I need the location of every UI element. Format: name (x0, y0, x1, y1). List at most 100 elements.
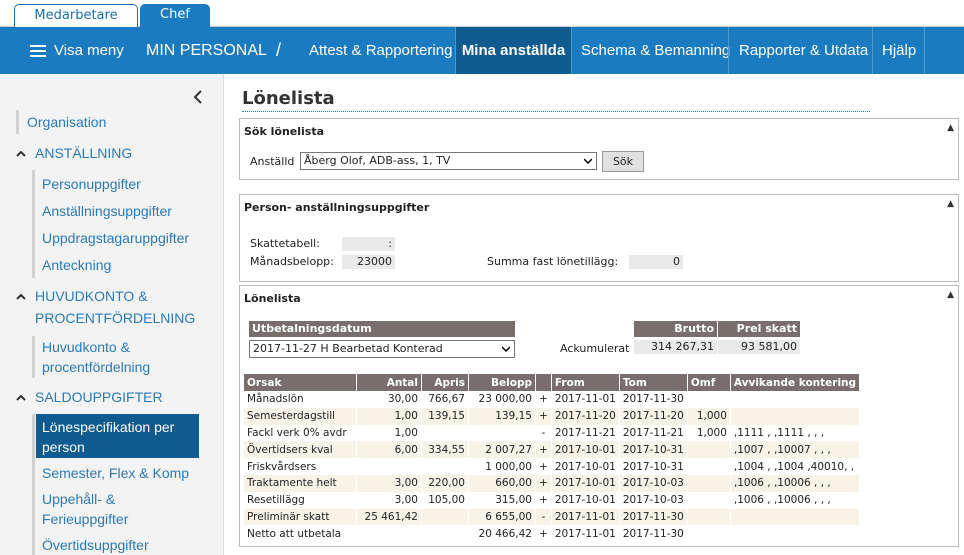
sidebar-item-anteckning[interactable]: Anteckning (42, 257, 112, 273)
table-row: Preliminär skatt 25 461,42 6 655,00-2017-1… (244, 508, 860, 526)
active-label-line2: person (42, 439, 85, 455)
sidebar-item-huvudkonto[interactable]: Huvudkonto & (42, 339, 130, 355)
utbetalningsdatum-select[interactable]: 2017-11-27 H Bearbetad Konterad (249, 340, 515, 358)
show-menu-button[interactable]: Visa meny (30, 27, 124, 74)
col-tom: Tom (619, 374, 687, 391)
col-antal: Antal (357, 374, 421, 391)
table-cell: 220,00 (422, 474, 468, 492)
nav-divider (455, 27, 456, 74)
table-cell (688, 391, 730, 408)
main-content: Lönelista Sök lönelista ▲ Anställd Åberg… (238, 74, 964, 555)
col-omf: Omf (687, 374, 730, 391)
sidebar-bar (16, 110, 19, 134)
sidebar-section-huvudkonto[interactable]: HUVUDKONTO & (16, 285, 148, 307)
manadsbelopp-value: 23000 (342, 255, 395, 269)
sidebar-item-uppehall[interactable]: Uppehåll- & (42, 491, 116, 507)
table-cell: 30,00 (387, 393, 418, 406)
sidebar-item-uppdragstagaruppgifter[interactable]: Uppdragstagaruppgifter (42, 230, 190, 246)
table-cell: 20 466,42 (478, 527, 532, 540)
table-cell: 139,15 (422, 407, 468, 425)
table-cell: 766,67 (428, 393, 465, 406)
section-title: HUVUDKONTO & (35, 288, 148, 304)
table-cell: 2017-11-30 (622, 527, 684, 540)
table-cell: Övertidsers kval (244, 441, 356, 459)
col-sign (536, 374, 551, 391)
table-cell: 2017-10-31 (622, 460, 684, 473)
table-cell: + (536, 407, 551, 425)
table-cell (422, 508, 468, 526)
prel-skatt-value: 93 581,00 (718, 340, 800, 354)
table-cell: 2017-10-31 (619, 441, 687, 459)
manadsbelopp-label: Månadsbelopp: (250, 255, 334, 268)
table-cell: 23 000,00 (478, 393, 532, 406)
sidebar-item-lonespecifikation[interactable]: Lönespecifikation per person (36, 414, 199, 458)
table-cell: Semesterdagstill (244, 407, 356, 425)
nav-hjalp[interactable]: Hjälp (882, 42, 917, 59)
sidebar-item-huvudkonto-line2[interactable]: procentfördelning (42, 359, 151, 375)
table-cell: 2017-10-01 (551, 441, 619, 459)
col-belopp: Belopp (469, 374, 535, 391)
brutto-header: Brutto (634, 321, 717, 337)
panel-header: Sök lönelista (244, 125, 325, 138)
tab-chef[interactable]: Chef (140, 4, 210, 27)
table-cell: + (536, 441, 551, 459)
table-cell: + (536, 474, 551, 492)
table-cell: 3,00 (394, 494, 418, 507)
sidebar-item-uppehall-line2[interactable]: Ferieuppgifter (42, 511, 129, 527)
collapse-panel-icon[interactable]: ▲ (947, 199, 954, 209)
nav-divider (571, 27, 572, 74)
table-cell: 2017-11-20 (619, 407, 687, 425)
sidebar-item-anstallningsuppgifter[interactable]: Anställningsuppgifter (42, 203, 172, 219)
sidebar-item-organisation[interactable]: Organisation (27, 114, 107, 130)
table-cell: 3,00 (357, 474, 421, 492)
table-cell: 25 461,42 (357, 508, 421, 526)
table-cell: + (539, 393, 548, 406)
nav-mina-anstallda[interactable]: Mina anställda (456, 27, 571, 74)
table-cell: 2017-11-21 (554, 426, 616, 439)
col-apris: Apris (422, 374, 468, 391)
table-cell (422, 525, 468, 542)
section-title: SALDOUPPGIFTER (35, 389, 163, 405)
table-cell: 105,00 (428, 494, 465, 507)
table-cell (687, 474, 730, 492)
table-cell: 2017-11-30 (622, 393, 684, 406)
collapse-sidebar-icon[interactable] (191, 90, 205, 104)
sidebar-item-semester[interactable]: Semester, Flex & Komp (42, 465, 190, 481)
summa-fast-label: Summa fast lönetillägg: (487, 255, 619, 268)
tab-medarbetare[interactable]: Medarbetare (14, 4, 138, 27)
collapse-panel-icon[interactable]: ▲ (947, 290, 954, 300)
col-orsak: Orsak (244, 374, 356, 391)
table-cell: + (539, 494, 548, 507)
top-navigation: Visa meny MIN PERSONAL / Attest & Rappor… (0, 27, 964, 74)
sidebar-section-saldouppgifter[interactable]: SALDOUPPGIFTER (16, 386, 163, 408)
sidebar-section-anstallning[interactable]: ANSTÄLLNING (16, 142, 132, 164)
hamburger-icon (30, 42, 46, 60)
sidebar-item-overtid[interactable]: Övertidsuppgifter (42, 537, 149, 553)
sidebar-bar (32, 414, 35, 555)
employee-select[interactable]: Åberg Olof, ADB-ass, 1, TV (300, 152, 597, 170)
nav-attest[interactable]: Attest & Rapportering (309, 42, 453, 59)
table-cell (730, 407, 860, 425)
sidebar-item-personuppgifter[interactable]: Personuppgifter (42, 176, 141, 192)
table-cell (731, 525, 859, 542)
table-cell: ,1007 , ,10007 , , , (730, 441, 860, 459)
nav-schema[interactable]: Schema & Bemanning (581, 42, 731, 59)
table-cell: 2017-10-03 (622, 494, 684, 507)
nav-section-title[interactable]: MIN PERSONAL (146, 42, 267, 59)
section-title-line2[interactable]: PROCENTFÖRDELNING (35, 310, 196, 326)
sidebar-bar (32, 170, 35, 278)
collapse-panel-icon[interactable]: ▲ (947, 123, 954, 133)
table-row: Semesterdagstill 1,00 139,15 139,15 +2017-11… (244, 407, 860, 425)
table-cell (730, 508, 860, 526)
nav-rapporter[interactable]: Rapporter & Utdata (739, 42, 869, 59)
table-cell (469, 425, 535, 442)
utbetalningsdatum-header: Utbetalningsdatum (249, 321, 515, 337)
table-cell: 2017-10-01 (554, 460, 616, 473)
table-cell: Månadslön (247, 393, 304, 406)
table-cell: 2 007,27 (469, 441, 535, 459)
employee-label: Anställd (250, 155, 295, 168)
search-button[interactable]: Sök (602, 151, 644, 172)
table-cell: 1,000 (687, 407, 730, 425)
table-cell: 2017-11-01 (554, 527, 616, 540)
nav-divider (872, 27, 873, 74)
